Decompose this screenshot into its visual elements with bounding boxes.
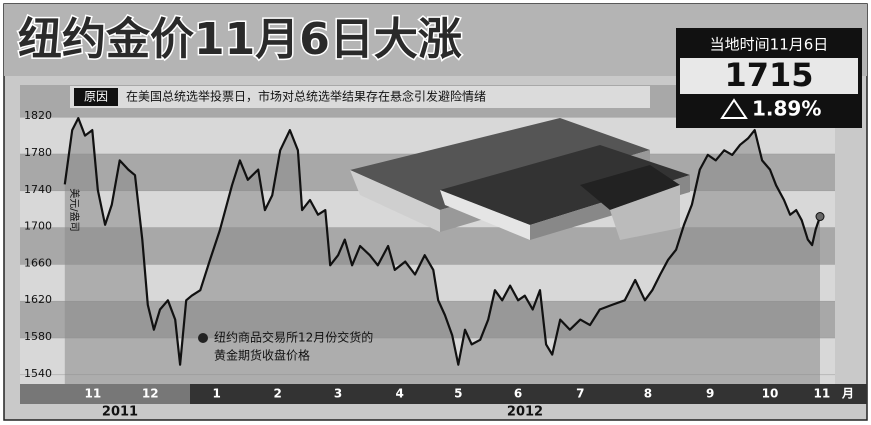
gold-bars: [350, 118, 690, 240]
y-tick-label: 1740: [24, 183, 52, 196]
change: 1.89%: [752, 97, 821, 121]
y-tick-label: 1660: [24, 256, 52, 269]
y-tick-label: 1540: [24, 367, 52, 380]
x-tick-label: 2: [274, 387, 282, 401]
x-unit: 月: [841, 387, 854, 401]
annotation: 纽约商品交易所12月份交货的: [214, 330, 373, 345]
x-tick-label: 9: [706, 387, 714, 401]
annotation: 黄金期货收盘价格: [214, 348, 310, 363]
x-tick-label: 10: [762, 387, 779, 401]
last-point: [815, 212, 825, 222]
reason-band: [70, 86, 650, 108]
x-tick-label: 5: [454, 387, 462, 401]
up-triangle: [720, 98, 748, 119]
date-label: 当地时间11月6日: [710, 36, 829, 54]
price-band: [680, 58, 858, 94]
x-tick-label: 11: [85, 387, 102, 401]
x-tick-label: 8: [644, 387, 652, 401]
area: [64, 118, 821, 384]
x-tick-label: 6: [514, 387, 522, 401]
line: [63, 117, 822, 366]
y-tick-label: 1580: [24, 330, 52, 343]
x-tick-label: 1: [213, 387, 221, 401]
x-tick-label: 4: [396, 387, 404, 401]
y-unit: 美元/盎司: [68, 188, 81, 231]
y-tick-label: 1820: [24, 109, 52, 122]
chart-title: 纽约金价11月6日大涨: [18, 14, 462, 65]
x-tick-label: 11: [813, 387, 830, 401]
year-label: 2011: [102, 405, 138, 420]
y-tick-label: 1700: [24, 220, 52, 233]
axis-band-2011: [20, 384, 190, 404]
y-tick-label: 1780: [24, 146, 52, 159]
axis-band-2012: [190, 384, 867, 404]
latest-price: 1715: [724, 56, 813, 94]
y-tick-label: 1620: [24, 293, 52, 306]
x-tick-label: 3: [334, 387, 342, 401]
annotation-dot: [198, 333, 208, 343]
x-tick-label: 7: [576, 387, 584, 401]
reason-label: 原因: [84, 90, 108, 104]
reason-tag: [74, 88, 118, 106]
reason-text: 在美国总统选举投票日，市场对总统选举结果存在悬念引发避险情绪: [126, 89, 486, 104]
year-label: 2012: [507, 405, 543, 420]
x-tick-label: 12: [142, 387, 159, 401]
